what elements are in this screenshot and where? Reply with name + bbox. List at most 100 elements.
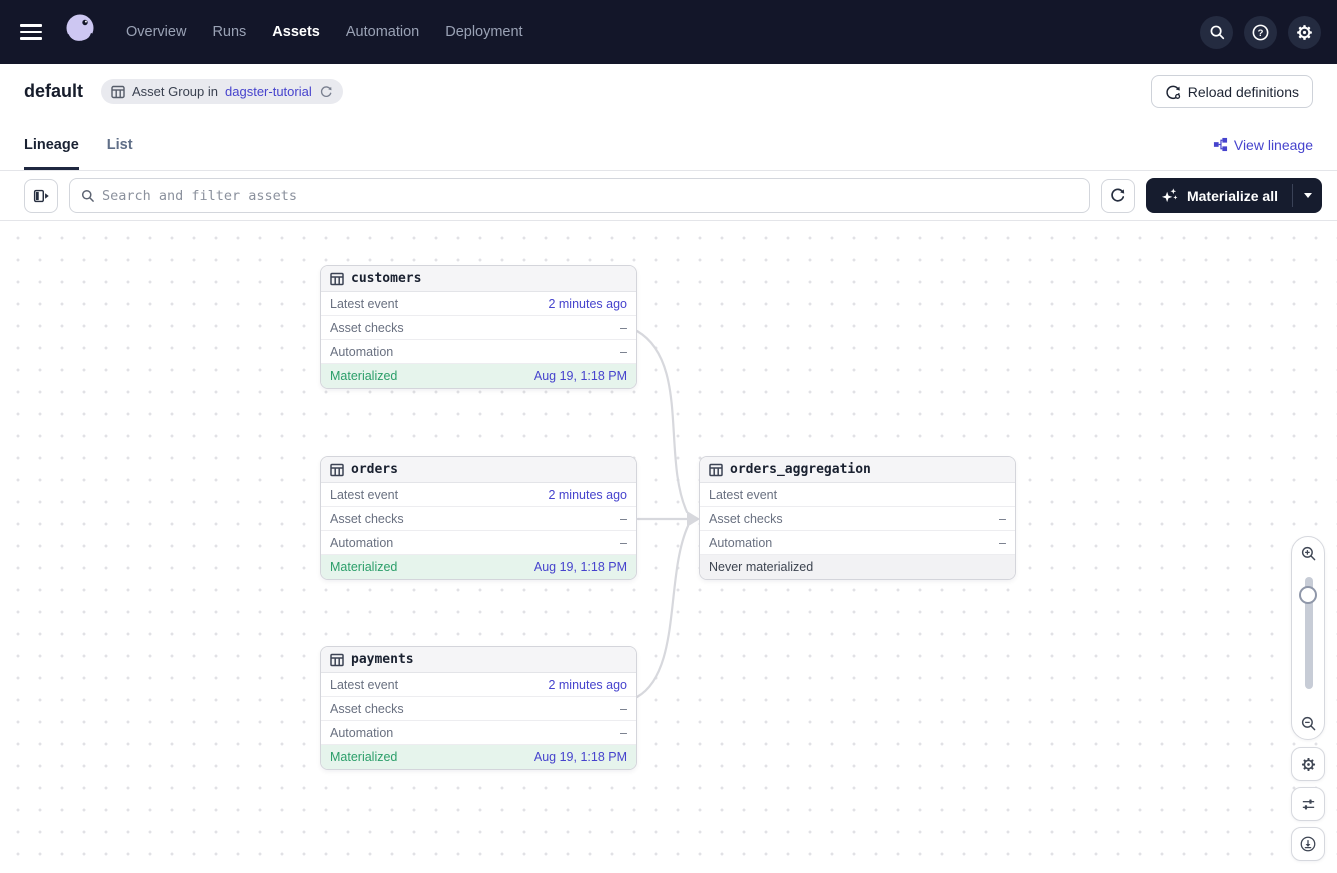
asset-node-orders-aggregation[interactable]: orders_aggregation Latest event Asset ch… [699,456,1016,580]
tune-icon [1302,799,1314,809]
zoom-in-icon [1301,546,1315,560]
latest-event-link[interactable]: 2 minutes ago [548,677,627,692]
row-label: Latest event [709,487,778,502]
asset-group-badge: Asset Group in dagster-tutorial [101,79,343,104]
search-icon [1210,25,1224,40]
node-row-automation: Automation – [700,531,1015,555]
tab-lineage[interactable]: Lineage [24,119,79,170]
refresh-assets-button[interactable] [1100,178,1135,213]
row-label: Automation [330,535,394,550]
asset-node-orders[interactable]: orders Latest event 2 minutes ago Asset … [320,456,637,580]
nav-actions: ? [1200,15,1321,49]
tab-list[interactable]: List [107,119,133,170]
nav-item-deployment[interactable]: Deployment [445,24,523,40]
nav-menu: Overview Runs Assets Automation Deployme… [126,24,523,40]
filter-settings-button[interactable] [1291,787,1325,821]
help-button[interactable]: ? [1244,15,1277,49]
zoom-slider-handle[interactable] [1299,586,1317,604]
refresh-icon[interactable] [319,85,333,99]
zoom-in-button[interactable] [1291,537,1325,569]
row-value: – [620,535,627,550]
node-status-row: Materialized Aug 19, 1:18 PM [321,364,636,388]
menu-icon[interactable] [20,18,48,46]
asset-name: orders [351,462,398,477]
edge-payments-to-aggregation [635,524,690,699]
nav-item-automation[interactable]: Automation [345,24,420,40]
node-header: payments [321,647,636,673]
materialize-dropdown-button[interactable] [1293,178,1322,213]
node-status-row: Materialized Aug 19, 1:18 PM [321,745,636,769]
node-row-latest-event: Latest event [700,483,1015,507]
row-label: Latest event [330,487,399,502]
graph-settings-button[interactable] [1291,747,1325,781]
sparkles-icon [1161,188,1178,203]
asset-node-payments[interactable]: payments Latest event 2 minutes ago Asse… [320,646,637,770]
latest-event-link[interactable]: 2 minutes ago [548,296,627,311]
zoom-out-icon [1301,716,1315,730]
reload-definitions-label: Reload definitions [1187,83,1299,100]
node-status-row: Materialized Aug 19, 1:18 PM [321,555,636,579]
table-icon [330,653,344,666]
status-timestamp-link[interactable]: Aug 19, 1:18 PM [533,560,627,574]
collapse-panel-button[interactable] [24,178,58,213]
nav-item-overview[interactable]: Overview [126,24,187,40]
materialize-all-button[interactable]: Materialize all [1146,178,1292,213]
lineage-edges [635,329,700,699]
row-value: – [620,344,627,359]
collapse-panel-icon [33,189,49,202]
row-label: Asset checks [330,511,404,526]
asset-group-icon [111,85,125,98]
row-label: Asset checks [330,320,404,335]
reload-icon [1166,85,1180,99]
node-row-latest-event: Latest event 2 minutes ago [321,292,636,316]
status-timestamp-link[interactable]: Aug 19, 1:18 PM [533,369,627,383]
code-location-link[interactable]: dagster-tutorial [225,84,312,99]
tabs-bar: Lineage List View lineage [0,119,1337,171]
help-icon: ? [1252,24,1269,40]
page-header: default Asset Group in dagster-tutorial … [0,64,1337,119]
node-status-row: Never materialized [700,555,1015,579]
search-icon [81,189,94,202]
search-button[interactable] [1200,15,1233,49]
dagster-logo-icon[interactable] [60,11,100,53]
asset-node-customers[interactable]: customers Latest event 2 minutes ago Ass… [320,265,637,389]
status-label: Materialized [330,750,398,764]
gear-icon [1297,24,1312,40]
asset-search [69,178,1090,213]
view-lineage-link[interactable]: View lineage [1213,119,1313,170]
row-value: – [620,320,627,335]
status-timestamp-link[interactable]: Aug 19, 1:18 PM [533,750,627,764]
lineage-toolbar: Materialize all [0,171,1337,221]
node-row-automation: Automation – [321,340,636,364]
row-value: – [999,511,1006,526]
node-header: orders_aggregation [700,457,1015,483]
search-input[interactable] [102,187,1079,204]
zoom-out-button[interactable] [1291,707,1325,739]
node-row-asset-checks: Asset checks – [321,316,636,340]
materialize-all-label: Materialize all [1186,187,1278,204]
row-label: Automation [330,344,394,359]
edge-customers-to-aggregation [635,329,689,514]
node-header: orders [321,457,636,483]
asset-name: payments [351,652,414,667]
node-row-asset-checks: Asset checks – [700,507,1015,531]
download-icon [1300,836,1316,852]
node-row-automation: Automation – [321,721,636,745]
top-nav: Overview Runs Assets Automation Deployme… [0,0,1337,64]
view-lineage-label: View lineage [1233,136,1313,153]
zoom-slider-track[interactable] [1305,577,1313,689]
row-label: Latest event [330,677,399,692]
nav-item-assets[interactable]: Assets [272,24,320,40]
settings-button[interactable] [1288,15,1321,49]
latest-event-link[interactable]: 2 minutes ago [548,487,627,502]
lineage-canvas[interactable]: customers Latest event 2 minutes ago Ass… [0,221,1337,872]
node-header: customers [321,266,636,292]
reload-definitions-button[interactable]: Reload definitions [1150,75,1313,108]
zoom-control [1291,536,1325,740]
zoom-slider[interactable] [1292,569,1324,707]
caret-down-icon [1303,193,1312,198]
row-label: Automation [709,535,773,550]
nav-item-runs[interactable]: Runs [212,24,247,40]
row-value: – [999,535,1006,550]
download-view-button[interactable] [1291,827,1325,861]
